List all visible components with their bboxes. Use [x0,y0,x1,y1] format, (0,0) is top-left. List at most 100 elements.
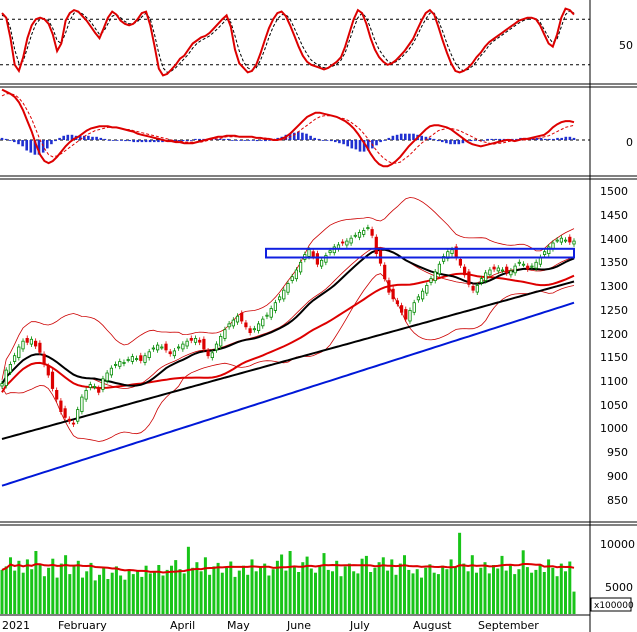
price-tick-1500: 1500 [600,185,628,198]
macd-histogram-bar [218,138,222,140]
price-candle-body [555,239,559,242]
price-candle-body [416,296,421,301]
macd-histogram-bar [346,140,349,147]
volume-bar [525,567,529,614]
price-candle-body [543,251,547,255]
macd-histogram-bar [461,140,465,144]
volume-tick-10000: 10000 [600,538,635,551]
volume-bar [492,565,495,614]
price-candle-body [130,356,134,362]
price-candle-body [311,251,315,257]
price-candle-body [134,358,139,361]
volume-bar [547,559,551,614]
volume-bar [347,563,351,614]
price-candle-body [277,296,282,301]
price-candle-body [366,227,370,230]
macd-histogram-bar [144,140,148,143]
volume-bar [93,580,97,614]
macd-histogram-bar [445,140,448,144]
macd-histogram-bar [190,140,193,141]
price-candle-body [349,237,353,244]
price-candle-body [139,355,143,361]
price-candle-body [505,266,509,274]
macd-histogram-bar [157,140,160,143]
macd-histogram-bar [83,135,86,140]
price-candle-body [122,361,126,364]
price-candle-body [467,271,471,285]
volume-bar [174,560,178,614]
macd-histogram-bar [408,133,411,140]
volume-bar [17,560,21,614]
price-tick-850: 850 [607,494,628,507]
month-label-2021: 2021 [2,619,30,632]
resistance-zone-box [265,247,575,259]
volume-bar [339,576,343,614]
macd-histogram-bar [391,135,395,140]
volume-bar [98,574,101,614]
price-candle-body [88,384,92,388]
volume-bar [140,576,144,614]
volume-bar [314,572,317,614]
price-candle-body [538,257,543,265]
price-candle-body [450,249,454,254]
price-tick-1450: 1450 [600,209,628,222]
price-candle-body [282,289,286,300]
macd-histogram-bar [128,140,131,142]
macd-histogram-bar [33,140,37,155]
price-candle-body [46,365,50,376]
macd-histogram-bar [453,140,456,145]
macd-histogram-bar [8,140,12,141]
price-candle-body [273,302,278,311]
price-candle-body [231,319,235,327]
macd-histogram-bar [387,137,391,140]
volume-bar [25,559,29,614]
price-candle-body [441,256,446,262]
macd-histogram-bar [222,138,226,140]
price-candle-body [42,353,46,365]
volume-bar [271,569,275,614]
volume-bar [420,577,423,614]
volume-bar [441,565,445,614]
macd-histogram-bar [560,137,563,140]
volume-bar [131,574,135,614]
price-candle-body [471,285,475,291]
volume-bar [343,566,347,614]
macd-signal-line [1,93,575,164]
volume-bar [487,573,491,614]
volume-bar [38,564,42,614]
volume-bar [199,571,203,614]
volume-bar [551,567,555,614]
price-tick-1350: 1350 [600,256,628,269]
price-candle-body [193,337,198,343]
macd-histogram-bar [432,138,436,140]
macd-histogram-bar [350,140,354,149]
volume-bar [0,569,4,614]
macd-histogram-bar [334,140,337,143]
macd-histogram-bar [292,132,296,140]
price-candle-body [210,352,214,358]
macd-histogram-bar [564,136,568,140]
volume-bar [153,571,156,614]
price-candle-body [517,261,521,264]
macd-histogram-bar [99,137,103,140]
price-candle-body [547,246,551,254]
macd-histogram-bar [338,140,341,144]
macd-histogram-bar [91,136,94,140]
volume-bar [225,567,229,614]
volume-bar [212,566,216,614]
macd-histogram-bar [140,140,144,143]
volume-bar [542,572,546,614]
volume-bar [559,563,563,614]
macd-histogram-bar [0,137,4,140]
price-candle-body [109,367,113,376]
macd-histogram-bar [362,140,366,152]
volume-bar [411,573,415,614]
volume-bar [34,551,38,614]
price-candle-body [521,263,526,266]
price-candle-body [248,328,252,334]
volume-bar [369,572,373,614]
price-candle-body [425,284,429,294]
price-candle-body [76,409,80,422]
